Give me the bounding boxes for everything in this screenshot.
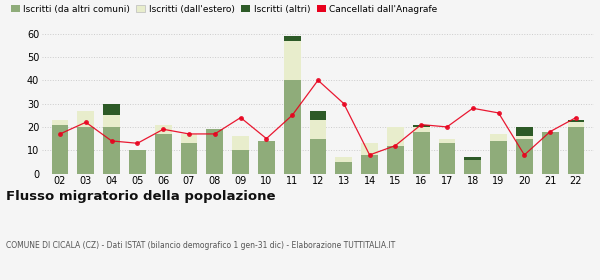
Bar: [310, 139, 326, 174]
Bar: [129, 150, 146, 174]
Bar: [77, 111, 94, 127]
Bar: [155, 134, 172, 174]
Bar: [52, 125, 68, 174]
Bar: [361, 155, 378, 174]
Bar: [232, 136, 249, 150]
Bar: [232, 150, 249, 174]
Bar: [181, 143, 197, 174]
Bar: [181, 134, 197, 143]
Bar: [490, 141, 507, 174]
Bar: [542, 132, 559, 174]
Bar: [516, 136, 533, 139]
Bar: [568, 122, 584, 127]
Bar: [335, 162, 352, 174]
Text: COMUNE DI CICALA (CZ) - Dati ISTAT (bilancio demografico 1 gen-31 dic) - Elabora: COMUNE DI CICALA (CZ) - Dati ISTAT (bila…: [6, 241, 395, 250]
Bar: [52, 120, 68, 125]
Bar: [77, 127, 94, 174]
Bar: [516, 139, 533, 174]
Legend: Iscritti (da altri comuni), Iscritti (dall'estero), Iscritti (altri), Cancellati: Iscritti (da altri comuni), Iscritti (da…: [11, 4, 437, 13]
Bar: [206, 129, 223, 174]
Bar: [284, 80, 301, 174]
Bar: [413, 125, 430, 127]
Bar: [103, 104, 120, 115]
Bar: [413, 132, 430, 174]
Bar: [464, 160, 481, 174]
Bar: [387, 127, 404, 146]
Bar: [103, 115, 120, 127]
Bar: [439, 139, 455, 143]
Bar: [335, 157, 352, 162]
Bar: [387, 146, 404, 174]
Bar: [310, 120, 326, 139]
Bar: [516, 127, 533, 136]
Bar: [490, 134, 507, 141]
Bar: [103, 127, 120, 174]
Bar: [568, 120, 584, 122]
Bar: [284, 36, 301, 41]
Bar: [155, 125, 172, 134]
Bar: [310, 111, 326, 120]
Text: Flusso migratorio della popolazione: Flusso migratorio della popolazione: [6, 190, 275, 203]
Bar: [258, 141, 275, 174]
Bar: [464, 157, 481, 160]
Bar: [568, 127, 584, 174]
Bar: [361, 143, 378, 155]
Bar: [439, 143, 455, 174]
Bar: [413, 127, 430, 132]
Bar: [284, 41, 301, 80]
